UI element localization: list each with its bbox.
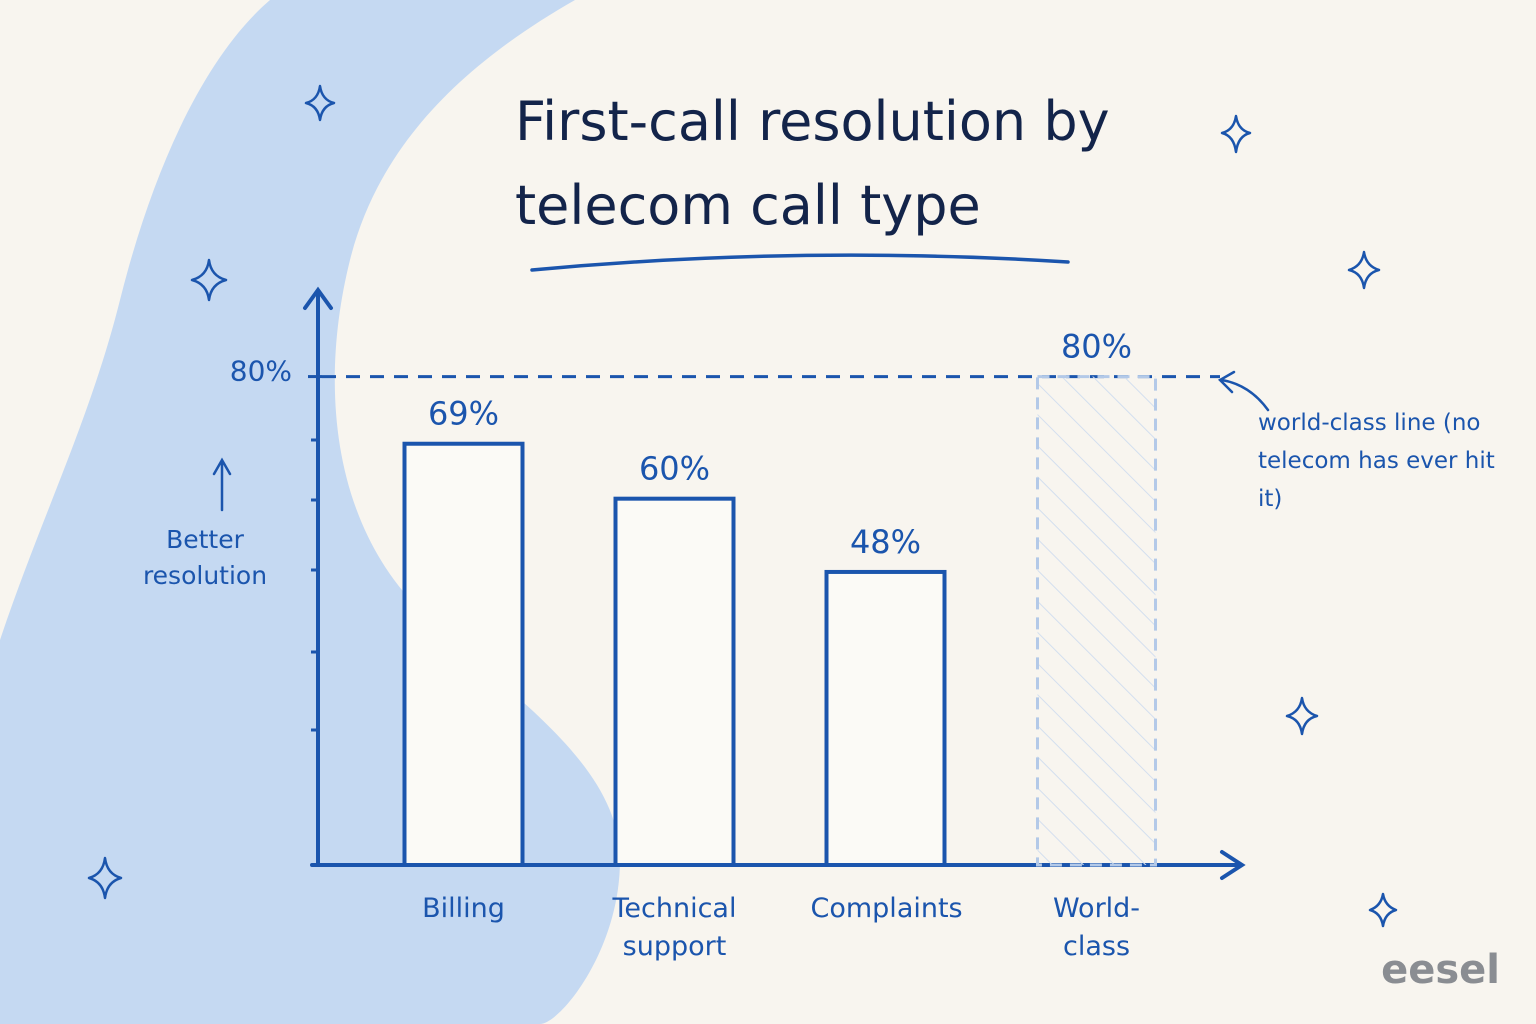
bar — [1036, 375, 1157, 867]
annotation-box: world-class line (no telecom has ever hi… — [1258, 410, 1495, 512]
y-axis-label: Better resolution — [142, 525, 268, 590]
x-tick-box: Complaints — [810, 893, 963, 924]
x-tick-label: Technical support — [612, 893, 737, 962]
axis-label-box: Better resolution — [142, 525, 268, 590]
x-tick-label: Billing — [422, 893, 505, 924]
reference-annotation: world-class line (no telecom has ever hi… — [1258, 410, 1495, 512]
y-tick-label: 80% — [230, 355, 292, 388]
x-tick-label: Complaints — [810, 893, 963, 924]
title-box: First-call resolution by telecom call ty… — [515, 90, 1110, 237]
value-label: 80% — [1061, 328, 1132, 366]
value-label: 69% — [428, 395, 499, 433]
x-tick-box: Billing — [422, 893, 505, 924]
value-label: 48% — [850, 523, 921, 561]
bar — [824, 569, 947, 868]
bar — [402, 441, 525, 867]
y-minor-ticks — [311, 438, 320, 732]
x-tick-label: World-class — [1052, 893, 1141, 962]
title-underline — [530, 253, 1070, 272]
brand: eesel — [1381, 947, 1500, 993]
chart-title: First-call resolution by telecom call ty… — [515, 90, 1110, 237]
sparkles — [87, 84, 1398, 928]
annotation-arrow — [1217, 370, 1270, 412]
value-label: 60% — [639, 450, 710, 488]
x-tick-box: World-class — [1052, 893, 1141, 962]
axis-label-arrow — [212, 457, 232, 512]
bar — [613, 496, 736, 867]
x-tick-box: Technical support — [612, 893, 737, 962]
y-axis — [303, 286, 333, 867]
